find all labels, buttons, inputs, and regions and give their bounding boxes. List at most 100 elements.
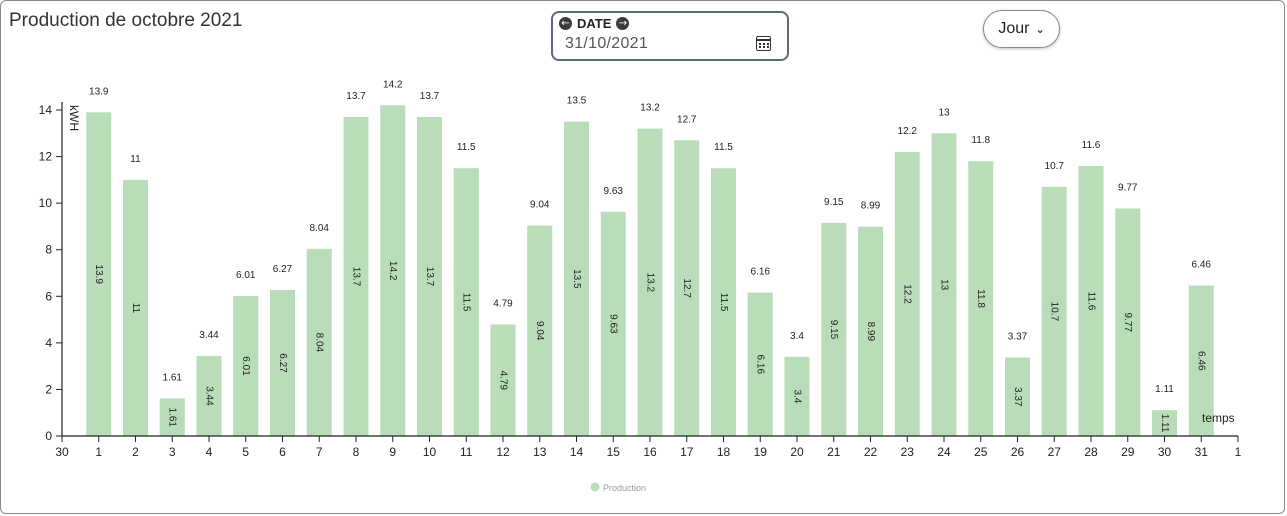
bar bbox=[564, 121, 589, 437]
x-tick-label: 22 bbox=[864, 445, 878, 459]
x-tick-label: 27 bbox=[1048, 445, 1062, 459]
bar bbox=[159, 398, 185, 436]
x-tick-label: 24 bbox=[937, 445, 951, 459]
period-dropdown[interactable]: Jour ⌄ bbox=[983, 10, 1060, 48]
bar bbox=[490, 324, 516, 436]
x-tick-label: 28 bbox=[1084, 445, 1098, 459]
x-tick-label: 12 bbox=[496, 445, 510, 459]
bar bbox=[784, 356, 810, 436]
x-tick-label: 21 bbox=[827, 445, 841, 459]
x-tick-label: 13 bbox=[533, 445, 547, 459]
page-title: Production de octobre 2021 bbox=[9, 10, 243, 31]
bar bbox=[527, 225, 553, 436]
bar bbox=[1115, 208, 1141, 436]
bar bbox=[894, 151, 920, 436]
date-input[interactable]: 31/10/2021 bbox=[565, 35, 649, 52]
bar-value-label: 6.16 bbox=[751, 267, 771, 278]
bar-value-label: 10.7 bbox=[1045, 161, 1065, 172]
bar-inner-label: 12.7 bbox=[681, 278, 692, 298]
bar bbox=[858, 226, 883, 436]
bar-value-label: 9.15 bbox=[824, 197, 844, 208]
x-tick-label: 9 bbox=[389, 445, 396, 459]
bar bbox=[453, 168, 479, 436]
x-tick-label: 11 bbox=[460, 445, 473, 459]
period-dropdown-label: Jour bbox=[998, 20, 1030, 37]
x-tick-label: 25 bbox=[974, 445, 988, 459]
bar-value-label: 9.63 bbox=[604, 186, 624, 197]
y-tick-label: 8 bbox=[45, 243, 52, 257]
x-tick-label: 18 bbox=[717, 445, 731, 459]
bar bbox=[1005, 357, 1030, 436]
bar-value-label: 11 bbox=[130, 154, 141, 165]
x-tick-label: 19 bbox=[754, 445, 768, 459]
x-tick-label: 2 bbox=[132, 445, 139, 459]
x-tick-label: 31 bbox=[1195, 445, 1209, 459]
x-tick-label: 8 bbox=[353, 445, 360, 459]
x-tick-label: 5 bbox=[242, 445, 249, 459]
bar-inner-label: 12.2 bbox=[902, 284, 913, 304]
bar-inner-label: 3.4 bbox=[791, 389, 802, 403]
bar-value-label: 3.37 bbox=[1008, 332, 1028, 343]
y-tick-label: 4 bbox=[45, 336, 52, 350]
bar-value-label: 13.2 bbox=[640, 103, 660, 114]
bar-inner-label: 9.63 bbox=[608, 314, 619, 334]
x-tick-label: 1 bbox=[1235, 445, 1242, 459]
bar-inner-label: 1.61 bbox=[167, 408, 178, 428]
bar-inner-label: 4.79 bbox=[497, 370, 508, 390]
x-tick-label: 1 bbox=[95, 445, 102, 459]
bar-inner-label: 11.6 bbox=[1085, 292, 1096, 311]
x-axis-label: temps bbox=[1202, 411, 1235, 425]
bar bbox=[343, 116, 369, 436]
bar bbox=[931, 133, 957, 437]
y-tick-label: 10 bbox=[39, 196, 53, 210]
x-tick-label: 7 bbox=[316, 445, 323, 459]
x-tick-label: 30 bbox=[55, 445, 69, 459]
arrow-right-circle-icon[interactable]: → bbox=[616, 16, 630, 30]
bar-value-label: 4.79 bbox=[493, 298, 513, 309]
bar-inner-label: 11.5 bbox=[718, 293, 729, 312]
bar bbox=[270, 289, 295, 436]
bar-value-label: 3.4 bbox=[790, 331, 804, 342]
x-tick-label: 23 bbox=[901, 445, 915, 459]
arrow-left-circle-icon[interactable]: ← bbox=[559, 16, 572, 30]
x-tick-label: 30 bbox=[1158, 445, 1172, 459]
x-tick-label: 6 bbox=[279, 445, 286, 459]
bar-inner-label: 3.44 bbox=[203, 386, 214, 406]
bar-value-label: 8.99 bbox=[861, 201, 881, 212]
bar-value-label: 8.04 bbox=[310, 223, 330, 234]
bar bbox=[196, 355, 222, 436]
y-tick-label: 0 bbox=[45, 429, 52, 443]
bar-inner-label: 8.99 bbox=[865, 322, 876, 342]
bar-value-label: 13.7 bbox=[420, 91, 440, 102]
y-tick-label: 2 bbox=[45, 382, 52, 396]
x-tick-label: 3 bbox=[169, 445, 176, 459]
bar bbox=[674, 140, 700, 436]
bar bbox=[747, 292, 773, 436]
bar-value-label: 13.7 bbox=[346, 91, 366, 102]
x-tick-label: 20 bbox=[790, 445, 804, 459]
bar bbox=[637, 128, 663, 436]
bar-inner-label: 13.7 bbox=[424, 267, 435, 287]
bar bbox=[1078, 165, 1104, 436]
y-axis-label: kWH bbox=[67, 105, 81, 131]
bar-value-label: 6.27 bbox=[273, 264, 293, 275]
bar bbox=[380, 105, 406, 436]
bar-value-label: 14.2 bbox=[383, 79, 403, 90]
bar-value-label: 12.7 bbox=[677, 114, 697, 125]
bar bbox=[417, 116, 442, 436]
legend-label: Production bbox=[603, 483, 646, 493]
chevron-down-icon: ⌄ bbox=[1035, 22, 1045, 36]
bar-inner-label: 13.9 bbox=[93, 264, 104, 284]
x-tick-label: 17 bbox=[680, 445, 694, 459]
bar-inner-label: 10.7 bbox=[1049, 302, 1060, 322]
bar bbox=[123, 179, 148, 436]
bar-value-label: 11.6 bbox=[1082, 140, 1101, 151]
x-tick-label: 15 bbox=[607, 445, 621, 459]
bar bbox=[968, 161, 994, 436]
bar bbox=[821, 222, 847, 436]
date-picker[interactable]: ← DATE → 31/10/2021 bbox=[551, 11, 789, 61]
bar-inner-label: 11 bbox=[130, 303, 141, 314]
bar-inner-label: 14.2 bbox=[387, 261, 398, 281]
calendar-icon[interactable] bbox=[756, 36, 771, 51]
bar bbox=[233, 296, 259, 436]
